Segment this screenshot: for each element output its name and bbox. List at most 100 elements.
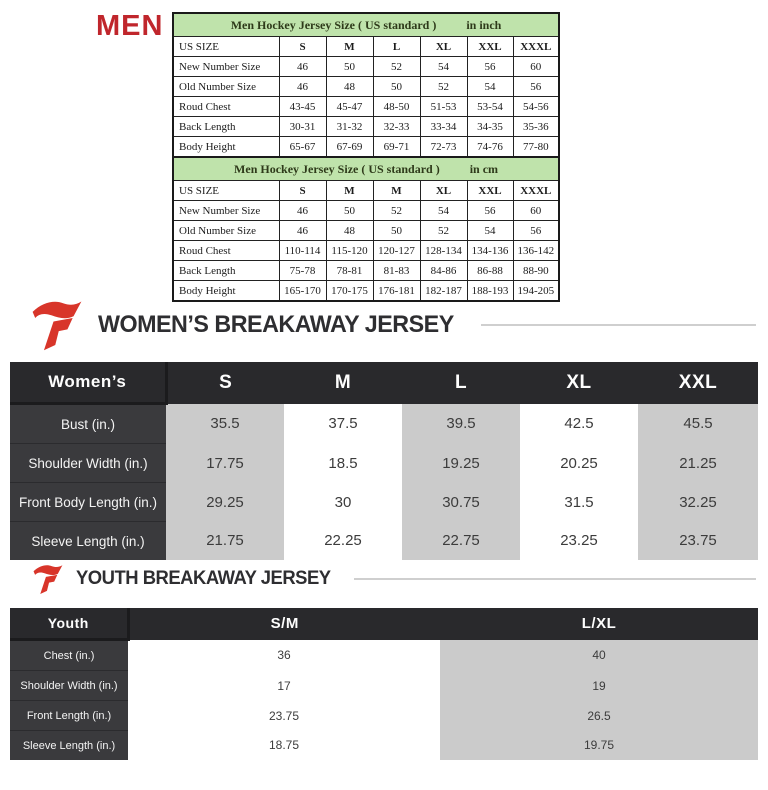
table-cell: 53-54 <box>466 96 514 117</box>
divider-line <box>354 578 756 580</box>
table-cell: 17.75 <box>166 443 284 483</box>
row-label: Shoulder Width (in.) <box>10 443 166 483</box>
row-label: Chest (in.) <box>10 639 128 671</box>
table-cell: 52 <box>419 76 468 97</box>
table-cell: 50 <box>325 200 374 221</box>
column-header: XXXL <box>512 36 560 57</box>
table-cell: 86-88 <box>466 260 514 281</box>
table-cell: 21.75 <box>166 521 284 560</box>
table-cell: 35.5 <box>166 403 284 444</box>
table-row: Old Number Size 46 48 50 52 54 56 <box>172 220 560 241</box>
men-size-table-inch: Men Hockey Jersey Size ( US standard ) in… <box>172 12 561 158</box>
table-row: Front Length (in.) 23.75 26.5 <box>10 700 758 731</box>
table-title-text: Men Hockey Jersey Size ( US standard ) <box>230 17 437 32</box>
womens-size-table: Women’s S M L XL XXL Bust (in.) 35.5 37.5 39.5 42.… <box>10 362 758 560</box>
men-size-table-cm: Men Hockey Jersey Size ( US standard ) in… <box>172 156 561 302</box>
row-label: Bust (in.) <box>10 403 166 444</box>
table-cell: 30.75 <box>402 482 520 522</box>
column-header: M <box>372 180 421 201</box>
row-label: Body Height <box>172 136 280 158</box>
table-cell: 45.5 <box>638 403 758 444</box>
table-cell: 46 <box>278 220 327 241</box>
column-header: XXL <box>638 362 758 404</box>
row-label: Sleeve Length (in.) <box>10 730 128 760</box>
table-cell: 50 <box>372 220 421 241</box>
table-cell: 67-69 <box>325 136 374 158</box>
table-cell: 52 <box>419 220 468 241</box>
column-header: XXL <box>466 180 514 201</box>
table-cell: 23.75 <box>638 521 758 560</box>
table-cell: 37.5 <box>284 403 402 444</box>
table-cell: 42.5 <box>520 403 638 444</box>
column-header: M <box>325 36 374 57</box>
column-header: S <box>278 180 327 201</box>
table-cell: 77-80 <box>512 136 560 158</box>
table-row: Old Number Size 46 48 50 52 54 56 <box>172 76 560 97</box>
column-header: S <box>278 36 327 57</box>
column-header: US SIZE <box>172 180 280 201</box>
table-cell: 40 <box>440 639 758 671</box>
table-cell: 43-45 <box>278 96 327 117</box>
table-title-text: Men Hockey Jersey Size ( US standard ) <box>234 161 440 176</box>
table-cell: 54 <box>466 76 514 97</box>
table-cell: 52 <box>372 56 421 77</box>
table-row: Back Length 75-78 78-81 81-83 84-86 86-88 88-9… <box>172 260 560 281</box>
womens-section-header: WOMEN’S BREAKAWAY JERSEY <box>26 296 758 354</box>
table-cell: 48-50 <box>372 96 421 117</box>
youth-section-title: YOUTH BREAKAWAY JERSEY <box>76 568 331 589</box>
table-cell: 22.25 <box>284 521 402 560</box>
table-cell: 120-127 <box>372 240 421 261</box>
table-cell: 50 <box>372 76 421 97</box>
size-table-grid: Men Hockey Jersey Size ( US standard ) in… <box>172 12 561 158</box>
table-cell: 21.25 <box>638 443 758 483</box>
column-header: M <box>325 180 374 201</box>
table-cell: 194-205 <box>512 280 560 302</box>
table-cell: 30-31 <box>278 116 327 137</box>
divider-line <box>480 324 756 326</box>
youth-section-header: YOUTH BREAKAWAY JERSEY <box>30 560 758 598</box>
table-cell: 170-175 <box>325 280 374 302</box>
table-cell: 54 <box>466 220 514 241</box>
row-label: Front Body Length (in.) <box>10 482 166 522</box>
table-cell: 18.75 <box>128 730 440 760</box>
table-unit-text: in cm <box>469 161 499 176</box>
row-label: Shoulder Width (in.) <box>10 670 128 701</box>
table-row: Roud Chest 43-45 45-47 48-50 51-53 53-54 54-56 <box>172 96 560 117</box>
men-section-label: MEN <box>96 10 164 42</box>
table-cell: 46 <box>278 76 327 97</box>
table-row: Bust (in.) 35.5 37.5 39.5 42.5 45.5 <box>10 403 758 444</box>
table-cell: 36 <box>128 639 440 671</box>
table-cell: 17 <box>128 670 440 701</box>
womens-section-title: WOMEN’S BREAKAWAY JERSEY <box>98 311 454 338</box>
table-cell: 23.25 <box>520 521 638 560</box>
corner-header: Youth <box>10 608 130 641</box>
corner-header: Women’s <box>10 362 168 405</box>
table-cell: 134-136 <box>466 240 514 261</box>
row-label: Front Length (in.) <box>10 700 128 731</box>
row-label: Old Number Size <box>172 220 280 241</box>
table-cell: 23.75 <box>128 700 440 731</box>
column-header: S <box>166 362 284 404</box>
table-cell: 34-35 <box>466 116 514 137</box>
table-cell: 84-86 <box>419 260 468 281</box>
table-row: Shoulder Width (in.) 17 19 <box>10 670 758 701</box>
size-table-grid: Women’s S M L XL XXL Bust (in.) 35.5 37.5 39.5 42.… <box>10 362 758 560</box>
table-row: Shoulder Width (in.) 17.75 18.5 19.25 20.25 2… <box>10 443 758 483</box>
table-cell: 78-81 <box>325 260 374 281</box>
table-cell: 30 <box>284 482 402 522</box>
row-label: Roud Chest <box>172 96 280 117</box>
table-cell: 54 <box>419 56 468 77</box>
row-label: New Number Size <box>172 200 280 221</box>
table-cell: 110-114 <box>278 240 327 261</box>
table-cell: 128-134 <box>419 240 468 261</box>
table-title: Men Hockey Jersey Size ( US standard ) in… <box>172 156 560 181</box>
table-cell: 22.75 <box>402 521 520 560</box>
table-cell: 35-36 <box>512 116 560 137</box>
table-cell: 52 <box>372 200 421 221</box>
column-header: XL <box>419 180 468 201</box>
table-row: Back Length 30-31 31-32 32-33 33-34 34-35 35-3… <box>172 116 560 137</box>
row-label: New Number Size <box>172 56 280 77</box>
column-header: L <box>372 36 421 57</box>
table-cell: 20.25 <box>520 443 638 483</box>
